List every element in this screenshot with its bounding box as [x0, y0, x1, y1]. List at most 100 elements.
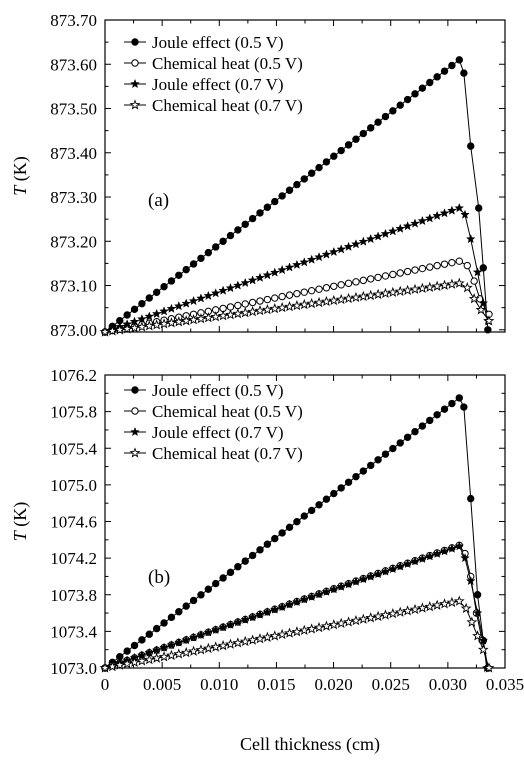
data-point-marker: [99, 326, 111, 337]
data-point-marker: [255, 272, 265, 282]
data-point-marker: [336, 581, 347, 591]
data-point-marker: [285, 186, 294, 194]
data-point-marker: [454, 202, 465, 213]
data-point-marker: [123, 647, 131, 655]
data-point-marker: [218, 285, 228, 295]
legend-entry: Joule effect (0.7 V): [152, 423, 284, 442]
data-point-marker: [418, 264, 427, 273]
data-point-marker: [365, 571, 376, 581]
data-point-marker: [321, 249, 332, 259]
data-point-marker: [241, 557, 249, 565]
data-point-marker: [121, 658, 133, 669]
y-tick-label: 873.00: [50, 321, 97, 340]
data-point-marker: [261, 631, 273, 642]
data-point-marker: [455, 394, 463, 402]
data-point-marker: [448, 258, 456, 267]
data-point-marker: [439, 598, 450, 609]
data-point-marker: [322, 495, 331, 503]
legend-entry: Chemical heat (0.5 V): [152, 402, 303, 421]
data-point-marker: [181, 634, 192, 645]
data-point-marker: [453, 595, 465, 606]
data-point-marker: [145, 630, 153, 638]
data-point-marker: [321, 620, 332, 631]
data-point-marker: [411, 427, 419, 436]
data-point-marker: [387, 226, 398, 236]
legend-entry: Chemical heat (0.7 V): [152, 96, 303, 115]
data-point-marker: [195, 644, 207, 655]
legend-entry: Joule effect (0.5 V): [152, 381, 284, 400]
data-point-marker: [306, 254, 317, 264]
data-point-marker: [417, 215, 428, 226]
data-point-marker: [255, 609, 265, 619]
data-point-marker: [173, 637, 184, 647]
data-point-marker: [328, 246, 339, 257]
y-tick-label: 873.10: [50, 277, 97, 296]
y-tick-label: 1075.4: [50, 439, 97, 458]
data-point-marker: [447, 543, 457, 553]
data-point-marker: [225, 638, 236, 649]
data-point-marker: [343, 616, 354, 627]
data-point-marker: [293, 517, 301, 526]
series-open-star: [99, 277, 495, 337]
data-point-marker: [387, 286, 399, 298]
data-point-marker: [344, 478, 353, 486]
data-point-marker: [226, 568, 235, 577]
data-point-marker: [426, 78, 434, 87]
data-point-marker: [130, 305, 139, 314]
data-point-marker: [204, 248, 213, 257]
data-point-marker: [195, 313, 207, 324]
data-point-marker: [465, 233, 476, 244]
data-point-marker: [343, 292, 354, 304]
y-tick-label: 1075.8: [50, 403, 97, 422]
data-point-marker: [367, 275, 375, 283]
data-point-marker: [234, 301, 242, 310]
data-point-marker: [431, 599, 443, 610]
data-point-marker: [210, 624, 221, 635]
data-point-marker: [313, 296, 325, 308]
data-point-marker: [114, 659, 126, 670]
data-point-marker: [180, 315, 192, 326]
data-point-marker: [446, 596, 458, 608]
data-point-marker: [292, 596, 302, 607]
data-point-marker: [359, 129, 368, 138]
data-point-marker: [225, 619, 236, 630]
data-point-marker: [292, 259, 302, 270]
data-point-marker: [144, 311, 155, 321]
data-point-marker: [234, 226, 242, 234]
data-point-marker: [188, 314, 199, 325]
data-point-marker: [330, 489, 338, 498]
data-point-marker: [409, 603, 421, 615]
data-point-marker: [277, 601, 288, 612]
legend-marker: [131, 386, 139, 394]
legend-marker: [129, 99, 141, 110]
data-point-marker: [409, 283, 421, 294]
data-point-marker: [352, 135, 360, 143]
data-point-marker: [447, 205, 457, 215]
data-point-marker: [239, 635, 251, 647]
data-point-marker: [483, 662, 495, 673]
data-point-marker: [136, 655, 148, 666]
data-point-marker: [173, 316, 185, 327]
data-point-marker: [173, 301, 184, 311]
data-point-marker: [219, 237, 227, 245]
data-point-marker: [256, 209, 264, 217]
data-point-marker: [350, 291, 362, 303]
data-point-marker: [402, 284, 414, 296]
data-point-marker: [232, 637, 244, 648]
x-tick-label: 0.025: [372, 675, 410, 694]
data-point-marker: [416, 282, 428, 293]
data-point-marker: [357, 613, 369, 624]
data-point-marker: [261, 304, 273, 315]
data-point-marker: [166, 649, 177, 661]
data-point-marker: [263, 295, 272, 304]
x-axis-label: Cell thickness (cm): [240, 734, 380, 755]
data-point-marker: [158, 651, 170, 662]
data-point-marker: [440, 67, 449, 75]
legend-marker: [131, 407, 139, 415]
data-point-marker: [151, 319, 163, 330]
data-point-marker: [241, 300, 249, 308]
data-point-marker: [151, 308, 162, 319]
data-point-marker: [212, 579, 220, 588]
data-point-marker: [271, 197, 279, 206]
data-point-marker: [269, 267, 280, 277]
